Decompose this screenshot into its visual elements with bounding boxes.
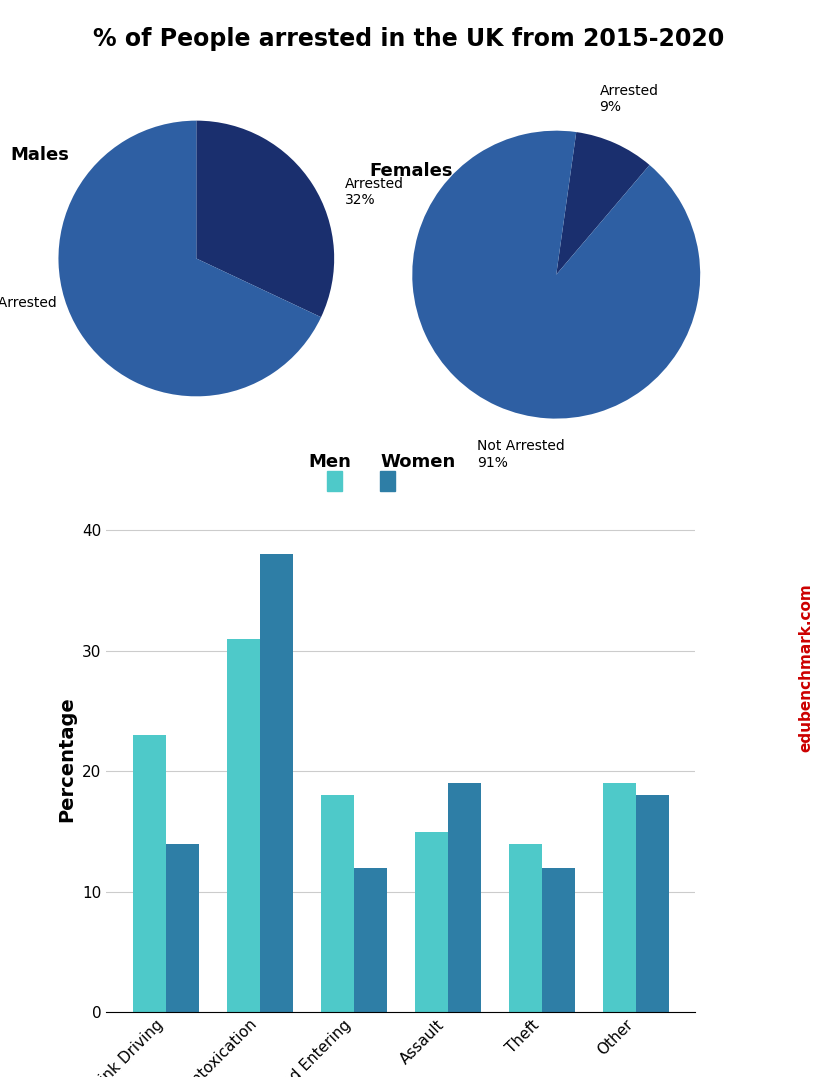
- Wedge shape: [196, 121, 335, 317]
- Text: Females: Females: [369, 162, 452, 180]
- Y-axis label: Percentage: Percentage: [57, 697, 77, 822]
- Bar: [380, 471, 395, 491]
- Text: Arrested
32%: Arrested 32%: [345, 178, 404, 208]
- Bar: [415, 831, 447, 1012]
- Wedge shape: [556, 132, 649, 275]
- Bar: [133, 736, 166, 1012]
- Bar: [321, 796, 354, 1012]
- Bar: [260, 555, 293, 1012]
- Text: Arrested
9%: Arrested 9%: [600, 84, 658, 114]
- Bar: [636, 796, 668, 1012]
- Text: Men: Men: [308, 452, 351, 471]
- Bar: [542, 868, 574, 1012]
- Text: Not Arrested
91%: Not Arrested 91%: [477, 439, 564, 470]
- Bar: [447, 783, 481, 1012]
- Wedge shape: [412, 130, 700, 419]
- Text: % of People arrested in the UK from 2015-2020: % of People arrested in the UK from 2015…: [93, 27, 725, 51]
- Bar: [227, 639, 260, 1012]
- Bar: [327, 471, 342, 491]
- Text: Women: Women: [380, 452, 456, 471]
- Bar: [603, 783, 636, 1012]
- Text: Not Arrested
68%: Not Arrested 68%: [0, 296, 56, 326]
- Wedge shape: [58, 121, 321, 396]
- Text: edubenchmark.com: edubenchmark.com: [798, 584, 813, 752]
- Bar: [354, 868, 387, 1012]
- Bar: [166, 843, 199, 1012]
- Text: Males: Males: [10, 146, 69, 164]
- Bar: [509, 843, 542, 1012]
